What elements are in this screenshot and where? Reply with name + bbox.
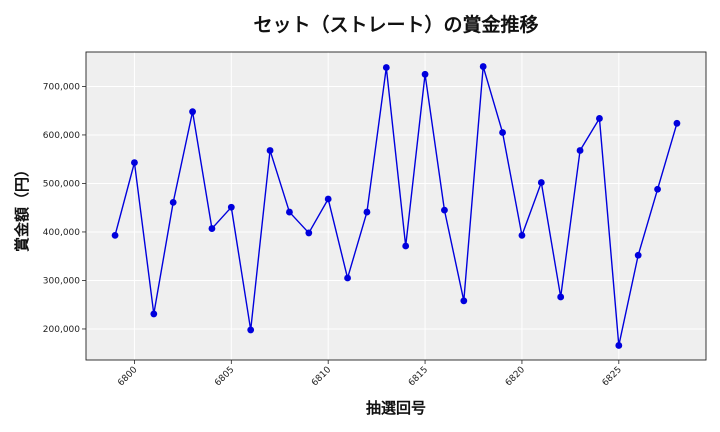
data-point — [537, 179, 545, 186]
x-tick-label: 6810 — [310, 365, 333, 388]
data-point — [654, 185, 661, 193]
x-axis-label: 抽選回号 — [366, 399, 426, 417]
chart-title: セット（ストレート）の賞金推移 — [253, 13, 538, 36]
x-tick-label: 6805 — [213, 365, 236, 388]
x-tick-label: 6815 — [407, 365, 430, 388]
data-point — [266, 147, 274, 154]
y-tick-label: 300,000 — [43, 276, 80, 286]
y-tick-label: 200,000 — [43, 325, 80, 335]
data-point — [189, 108, 196, 116]
data-point — [363, 208, 371, 216]
data-point — [557, 293, 565, 301]
data-point — [518, 231, 526, 239]
x-tick-label: 6820 — [504, 365, 527, 388]
data-point — [421, 70, 429, 78]
data-point — [634, 251, 642, 259]
data-point — [324, 195, 332, 203]
x-tick-label: 6800 — [116, 365, 139, 388]
data-point — [344, 274, 351, 282]
data-point — [402, 242, 410, 250]
y-axis-label: 賞金額（円） — [13, 162, 31, 252]
y-tick-label: 600,000 — [43, 131, 80, 141]
data-point — [150, 310, 158, 318]
y-tick-label: 500,000 — [43, 179, 80, 189]
data-point — [596, 115, 603, 122]
grid — [86, 52, 706, 360]
plot-area — [86, 52, 706, 360]
data-point — [247, 326, 255, 334]
data-point — [111, 231, 119, 239]
x-tick-label: 6825 — [601, 365, 624, 388]
data-point — [305, 229, 313, 237]
data-point — [227, 203, 235, 211]
points-layer — [111, 63, 681, 349]
data-point — [131, 159, 138, 166]
data-point — [169, 198, 177, 206]
data-point — [576, 147, 584, 154]
data-point — [208, 225, 216, 232]
data-point — [286, 208, 293, 216]
plot-frame — [85, 51, 707, 361]
data-point — [382, 64, 390, 71]
y-tick-label: 700,000 — [43, 82, 80, 92]
y-tick-label: 400,000 — [43, 228, 80, 238]
series-layer — [114, 65, 678, 347]
data-point — [615, 342, 623, 349]
data-point — [673, 119, 681, 127]
data-point — [460, 297, 468, 305]
series-line — [114, 65, 678, 347]
data-point — [479, 63, 487, 70]
data-point — [499, 129, 506, 136]
data-point — [441, 206, 448, 214]
